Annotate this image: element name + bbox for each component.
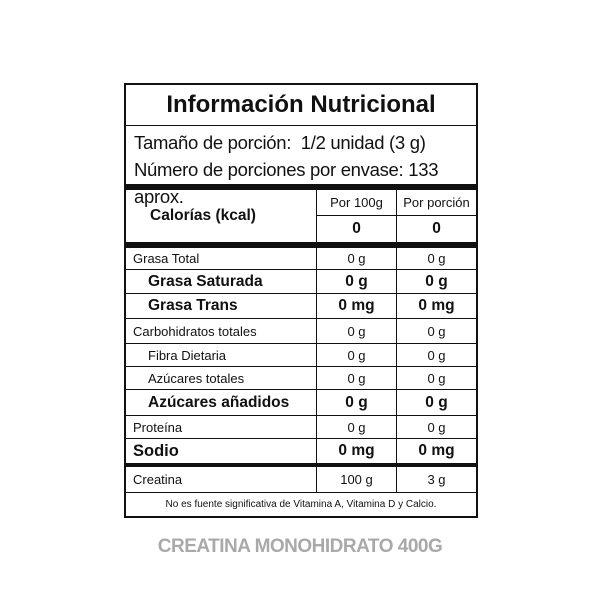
servings-per-container: Número de porciones por envase: 133 apro… xyxy=(134,159,439,207)
divider xyxy=(126,184,476,190)
col-header-perserving: Por porción xyxy=(396,190,476,216)
nutrient-name: Sodio xyxy=(133,441,179,460)
serving-size: Tamaño de porción: 1/2 unidad (3 g) xyxy=(134,132,426,153)
nutrient-name: Grasa Trans xyxy=(148,297,238,314)
calories-row: Calorías (kcal) Por 100g Por porción 0 0 xyxy=(126,190,476,242)
nutrient-perserving: 0 g xyxy=(396,270,476,293)
nutrient-per100: 0 mg xyxy=(316,439,396,463)
nutrient-name: Azúcares añadidos xyxy=(148,393,290,411)
nutrient-name: Carbohidratos totales xyxy=(133,323,257,339)
product-name: CREATINA MONOHIDRATO 400G xyxy=(157,536,443,557)
nutrition-facts-label: Información Nutricional Tamaño de porció… xyxy=(124,83,478,518)
nutrient-perserving: 0 g xyxy=(396,390,476,415)
nutrient-per100: 0 g xyxy=(316,270,396,293)
nutrient-name: Azúcares totales xyxy=(148,370,245,386)
nutrient-name: Fibra Dietaria xyxy=(148,347,227,363)
col-header-per100: Por 100g xyxy=(316,190,396,216)
nutrient-perserving: 0 mg xyxy=(396,439,476,463)
label-title: Información Nutricional xyxy=(126,85,476,126)
nutrient-name: Grasa Total xyxy=(133,251,200,266)
nutrient-perserving: 0 g xyxy=(396,319,476,343)
nutrient-per100: 0 g xyxy=(316,248,396,269)
nutrient-perserving: 0 g xyxy=(396,248,476,269)
nutrient-name: Grasa Saturada xyxy=(148,272,263,290)
nutrient-perserving: 3 g xyxy=(396,467,476,492)
nutrient-per100: 0 g xyxy=(316,367,396,389)
nutrient-row: Sodio 0 mg 0 mg xyxy=(126,439,476,463)
nutrient-perserving: 0 mg xyxy=(396,294,476,318)
nutrient-per100: 0 g xyxy=(316,344,396,366)
nutrient-name: Proteína xyxy=(133,419,183,435)
nutrient-perserving: 0 g xyxy=(396,367,476,389)
nutrient-name: Creatina xyxy=(133,472,183,487)
nutrient-perserving: 0 g xyxy=(396,344,476,366)
nutrient-per100: 0 g xyxy=(316,416,396,438)
nutrient-perserving: 0 g xyxy=(396,416,476,438)
nutrient-per100: 0 mg xyxy=(316,294,396,318)
nutrient-per100: 100 g xyxy=(316,467,396,492)
divider xyxy=(126,463,476,467)
divider xyxy=(126,242,476,248)
nutrient-row: Grasa Trans 0 mg 0 mg xyxy=(126,294,476,319)
nutrient-per100: 0 g xyxy=(316,319,396,343)
serving-info: Tamaño de porción: 1/2 unidad (3 g) Núme… xyxy=(126,126,476,207)
calories-perserving: 0 xyxy=(396,216,476,242)
nutrient-per100: 0 g xyxy=(316,390,396,415)
calories-per100: 0 xyxy=(316,216,396,242)
footnote: No es fuente significativa de Vitamina A… xyxy=(165,499,437,510)
calories-label: Calorías (kcal) xyxy=(150,207,256,224)
